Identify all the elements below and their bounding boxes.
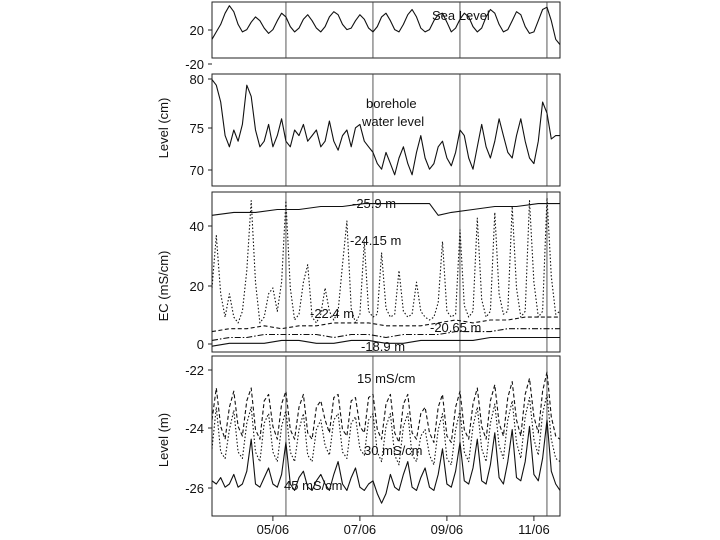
series-annotation: borehole bbox=[366, 96, 417, 111]
y-tick-label: 80 bbox=[190, 72, 204, 87]
y-tick-label: 70 bbox=[190, 163, 204, 178]
x-tick-label: 07/06 bbox=[344, 522, 377, 537]
x-tick-label: 05/06 bbox=[257, 522, 290, 537]
y-tick-label: -24 bbox=[185, 421, 204, 436]
x-tick-label: 11/06 bbox=[518, 522, 550, 537]
chart-panels: 20 -20 Sea Level 80 75 70 Level (cm) borehole wa… bbox=[156, 1, 561, 517]
series-line-2-3 bbox=[211, 328, 560, 341]
x-tick-label: 09/06 bbox=[431, 522, 464, 537]
y-tick-label: 75 bbox=[190, 121, 204, 136]
series-line-2-2 bbox=[211, 316, 560, 333]
panel-frame bbox=[211, 73, 561, 187]
series-line-2-4 bbox=[211, 336, 560, 347]
series-line-2-0 bbox=[211, 203, 560, 216]
shared-x-axis: 05/06 07/06 09/06 11/06 bbox=[257, 516, 550, 537]
panel-frame bbox=[211, 355, 561, 517]
y-tick-label: -22 bbox=[185, 363, 204, 378]
series-annotation: -24.15 m bbox=[350, 233, 401, 248]
series-line-0-0 bbox=[211, 5, 561, 45]
series-line-3-2 bbox=[211, 419, 561, 504]
series-annotation: -25.9 m bbox=[352, 196, 396, 211]
series-annotation: -20.65 m bbox=[430, 320, 481, 335]
y-axis-label: Level (m) bbox=[156, 413, 171, 467]
series-annotation: -22.4 m bbox=[310, 306, 354, 321]
series-line-1-0 bbox=[211, 79, 560, 176]
series-annotation: water level bbox=[361, 114, 424, 129]
panel-electrical-conductivity: 40 20 0 EC (mS/cm) -25.9 m -24.15 m -22.4 m -20… bbox=[156, 191, 561, 354]
panel-borehole-water-level: 80 75 70 Level (cm) borehole water level bbox=[156, 72, 561, 187]
panel-isohaline-depths: -22 -24 -26 Level (m) 15 mS/cm 30 mS/cm 45 mS/… bbox=[156, 355, 561, 517]
y-tick-label: 20 bbox=[190, 279, 204, 294]
y-axis-label: Level (cm) bbox=[156, 98, 171, 159]
series-line-2-1 bbox=[211, 197, 561, 324]
series-annotation: 30 mS/cm bbox=[364, 443, 423, 458]
y-tick-label: -26 bbox=[185, 481, 204, 496]
y-tick-label: -20 bbox=[185, 57, 204, 72]
series-annotation: 45 mS/cm bbox=[284, 478, 343, 493]
y-axis-label: EC (mS/cm) bbox=[156, 251, 171, 322]
series-annotation: Sea Level bbox=[432, 8, 490, 23]
panel-frame bbox=[211, 191, 561, 353]
panel-sea-level: 20 -20 Sea Level bbox=[185, 1, 561, 72]
y-tick-label: 40 bbox=[190, 219, 204, 234]
series-annotation: -18.9 m bbox=[361, 339, 405, 354]
y-tick-label: 0 bbox=[197, 337, 204, 352]
series-annotation: 15 mS/cm bbox=[357, 371, 416, 386]
y-tick-label: 20 bbox=[190, 23, 204, 38]
